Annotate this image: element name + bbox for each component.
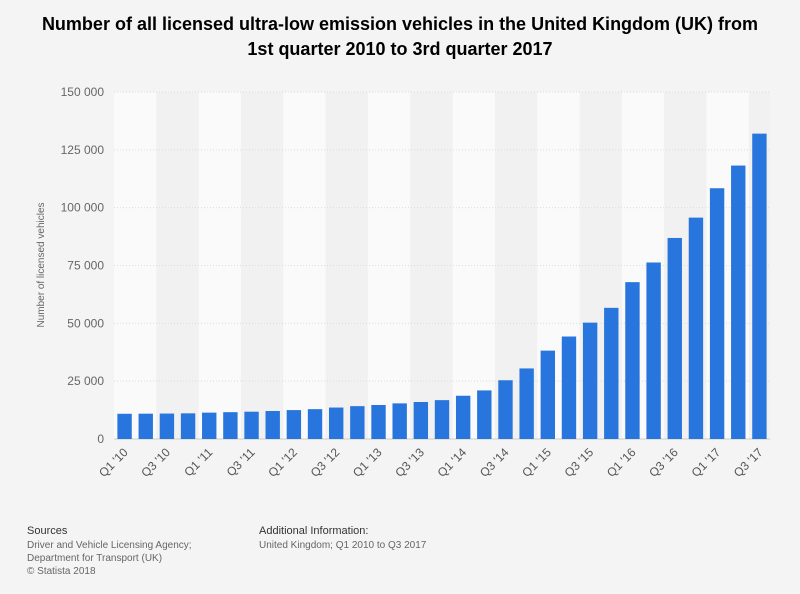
- y-tick-label: 150 000: [61, 85, 105, 99]
- sources-block: Sources Driver and Vehicle Licensing Age…: [27, 525, 192, 578]
- bar[interactable]: [350, 406, 365, 439]
- sources-line-2: Department for Transport (UK): [27, 553, 163, 564]
- y-tick-label: 125 000: [61, 143, 105, 157]
- additional-info-block: Additional Information: United Kingdom; …: [259, 525, 426, 552]
- bar[interactable]: [646, 262, 661, 439]
- bar[interactable]: [667, 237, 682, 439]
- bar[interactable]: [159, 413, 175, 439]
- sources-line-1: Driver and Vehicle Licensing Agency;: [27, 540, 192, 551]
- copyright: © Statista 2018: [27, 566, 96, 577]
- x-tick-label: Q1 '13: [350, 445, 385, 480]
- additional-info-text: United Kingdom; Q1 2010 to Q3 2017: [259, 540, 427, 551]
- bar[interactable]: [117, 413, 132, 439]
- x-tick-label: Q1 '16: [604, 445, 639, 480]
- y-tick-label: 25 000: [67, 374, 104, 388]
- additional-info-heading: Additional Information:: [259, 525, 369, 537]
- y-axis-ticks: 0 25 000 50 000 75 000 100 000 125 000 150 000: [61, 85, 105, 446]
- x-tick-label: Q3 '14: [477, 445, 512, 480]
- bar[interactable]: [519, 368, 534, 439]
- bar[interactable]: [561, 336, 577, 439]
- bar[interactable]: [307, 409, 323, 439]
- bar[interactable]: [582, 322, 598, 439]
- bar[interactable]: [328, 407, 344, 439]
- bar[interactable]: [265, 411, 280, 439]
- x-tick-label: Q1 '12: [265, 445, 300, 480]
- y-tick-label: 75 000: [67, 259, 104, 273]
- x-tick-label: Q3 '15: [562, 445, 597, 480]
- bar[interactable]: [752, 133, 767, 439]
- bar[interactable]: [731, 165, 746, 439]
- bar[interactable]: [434, 400, 450, 439]
- bar[interactable]: [477, 390, 492, 439]
- bar[interactable]: [286, 410, 302, 439]
- bar[interactable]: [392, 403, 407, 439]
- x-tick-label: Q3 '16: [646, 445, 681, 480]
- plot-band: [367, 92, 411, 439]
- bar[interactable]: [371, 404, 386, 439]
- x-tick-label: Q3 '17: [731, 445, 766, 480]
- y-tick-label: 100 000: [61, 201, 105, 215]
- x-tick-label: Q3 '10: [138, 445, 173, 480]
- plot-band: [283, 92, 326, 439]
- x-tick-label: Q1 '11: [181, 445, 215, 479]
- bars: [117, 133, 767, 439]
- x-axis-ticks: Q1 '10 Q3 '10 Q1 '11 Q3 '11 Q1 '12 Q3 '12 Q1 '…: [96, 445, 766, 480]
- x-tick-label: Q3 '12: [308, 445, 343, 480]
- x-tick-label: Q1 '15: [519, 445, 554, 480]
- bar[interactable]: [688, 217, 704, 439]
- y-tick-label: 0: [97, 432, 104, 446]
- bar[interactable]: [540, 350, 556, 439]
- sources-heading: Sources: [27, 525, 68, 537]
- x-tick-label: Q3 '13: [392, 445, 427, 480]
- y-tick-label: 50 000: [67, 316, 104, 330]
- x-tick-label: Q3 '11: [224, 445, 258, 479]
- y-axis-label: Number of licensed vehicles: [36, 202, 47, 327]
- chart-title: Number of all licensed ultra-low emissio…: [41, 14, 759, 59]
- bar[interactable]: [455, 395, 471, 439]
- bar[interactable]: [413, 401, 429, 439]
- x-tick-label: Q1 '10: [96, 445, 131, 480]
- bar[interactable]: [709, 188, 725, 439]
- bar[interactable]: [244, 411, 259, 439]
- plot-band: [410, 92, 453, 439]
- bar[interactable]: [223, 412, 238, 439]
- plot-band: [452, 92, 495, 439]
- bar[interactable]: [498, 380, 513, 439]
- plot-band: [325, 92, 368, 439]
- bar[interactable]: [625, 282, 640, 439]
- x-tick-label: Q1 '17: [689, 445, 724, 480]
- bar[interactable]: [604, 307, 619, 439]
- x-tick-label: Q1 '14: [435, 445, 470, 480]
- bar[interactable]: [180, 413, 196, 439]
- bar[interactable]: [202, 412, 217, 439]
- bar[interactable]: [138, 413, 153, 439]
